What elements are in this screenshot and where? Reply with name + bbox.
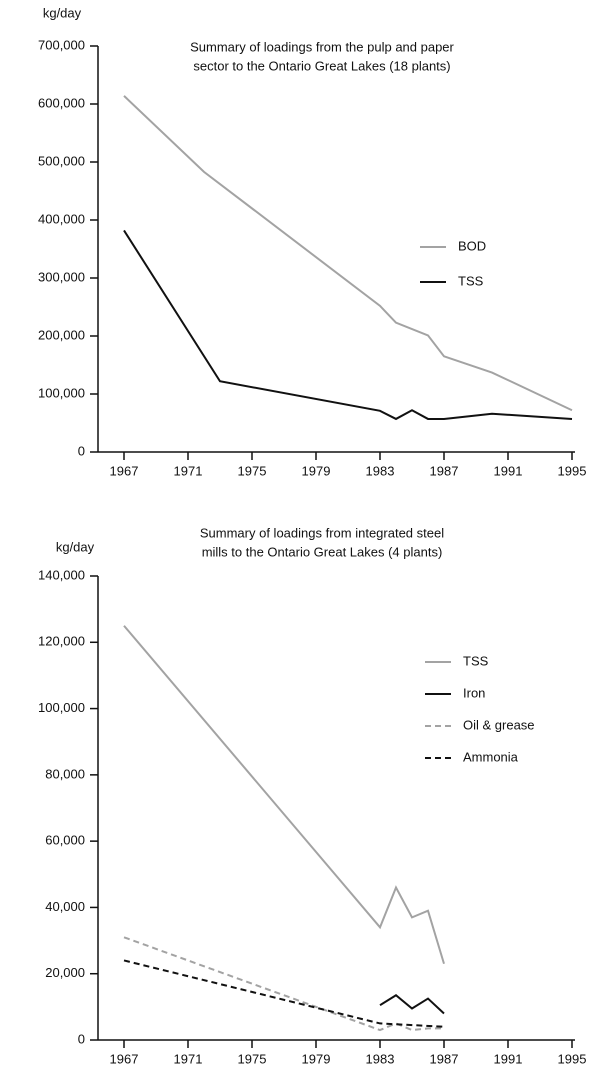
y-tick-label: 0 [78, 443, 85, 458]
series-line [123, 95, 573, 412]
chart-title: sector to the Ontario Great Lakes (18 pl… [193, 58, 450, 73]
x-tick-label: 1991 [494, 1051, 523, 1066]
y-axis-label: kg/day [43, 5, 82, 20]
y-tick-label: 120,000 [38, 634, 85, 649]
chart-title: Summary of loadings from integrated stee… [200, 525, 444, 540]
y-tick-label: 100,000 [38, 385, 85, 400]
legend-label: BOD [458, 238, 486, 253]
chart-title: Summary of loadings from the pulp and pa… [190, 39, 454, 54]
x-tick-label: 1971 [174, 1051, 203, 1066]
y-tick-label: 500,000 [38, 153, 85, 168]
y-tick-label: 140,000 [38, 567, 85, 582]
x-tick-label: 1979 [302, 1051, 331, 1066]
series-line [123, 229, 573, 421]
y-tick-label: 600,000 [38, 95, 85, 110]
x-tick-label: 1975 [238, 463, 267, 478]
x-tick-label: 1967 [110, 1051, 139, 1066]
legend-label: Iron [463, 685, 485, 700]
series-line [379, 994, 445, 1015]
y-tick-label: 400,000 [38, 211, 85, 226]
y-tick-label: 100,000 [38, 700, 85, 715]
legend-label: TSS [458, 273, 484, 288]
y-tick-label: 20,000 [45, 965, 85, 980]
y-tick-label: 300,000 [38, 269, 85, 284]
x-tick-label: 1991 [494, 463, 523, 478]
x-tick-label: 1983 [366, 1051, 395, 1066]
x-tick-label: 1987 [430, 1051, 459, 1066]
series-line [123, 936, 444, 1032]
y-tick-label: 40,000 [45, 899, 85, 914]
legend-label: Oil & grease [463, 717, 535, 732]
x-tick-label: 1975 [238, 1051, 267, 1066]
y-tick-label: 80,000 [45, 766, 85, 781]
x-tick-label: 1979 [302, 463, 331, 478]
x-tick-label: 1995 [558, 1051, 587, 1066]
y-axis-label: kg/day [56, 539, 95, 554]
x-tick-label: 1967 [110, 463, 139, 478]
legend-label: TSS [463, 653, 489, 668]
y-tick-label: 0 [78, 1031, 85, 1046]
y-tick-label: 700,000 [38, 37, 85, 52]
series-line [123, 625, 445, 965]
chart-title: mills to the Ontario Great Lakes (4 plan… [202, 544, 443, 559]
x-tick-label: 1971 [174, 463, 203, 478]
y-tick-label: 60,000 [45, 833, 85, 848]
x-tick-label: 1995 [558, 463, 587, 478]
y-tick-label: 200,000 [38, 327, 85, 342]
x-tick-label: 1987 [430, 463, 459, 478]
x-tick-label: 1983 [366, 463, 395, 478]
legend-label: Ammonia [463, 749, 519, 764]
series-line [123, 959, 445, 1028]
